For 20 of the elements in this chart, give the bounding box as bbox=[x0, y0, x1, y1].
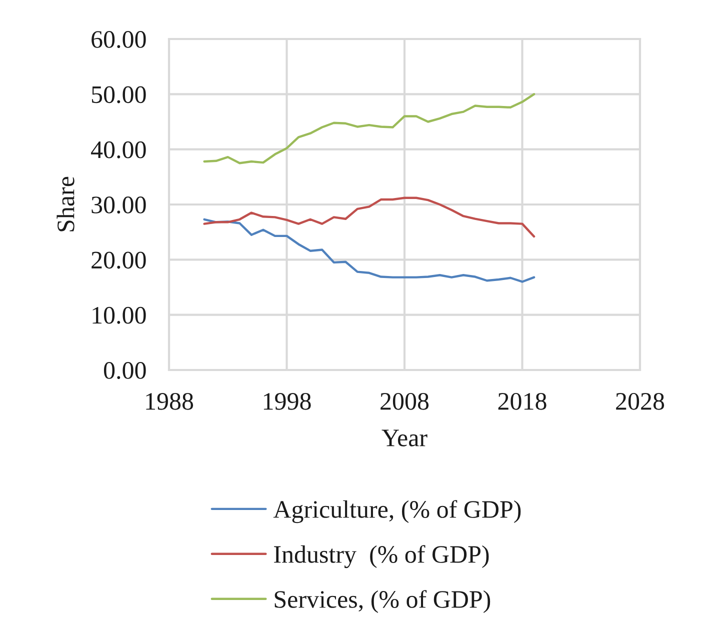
line-series bbox=[203, 196, 536, 238]
x-tick-label: 2028 bbox=[616, 392, 664, 410]
x-tick-label: 2018 bbox=[498, 392, 546, 410]
line-series bbox=[203, 93, 536, 164]
y-tick-label: 50.00 bbox=[92, 86, 146, 104]
legend-label: Agriculture, (% of GDP) bbox=[273, 500, 521, 524]
y-tick-label: 10.00 bbox=[92, 306, 146, 324]
y-tick-label: 0.00 bbox=[104, 362, 146, 380]
y-axis-title: Share bbox=[56, 176, 74, 232]
x-tick-label: 1988 bbox=[146, 392, 194, 410]
y-tick-label: 40.00 bbox=[91, 141, 146, 158]
x-tick-label: 1998 bbox=[264, 392, 311, 410]
x-axis-title: Year bbox=[382, 430, 428, 446]
legend-label: Industry (% of GDP) bbox=[274, 545, 489, 568]
x-tick-label: 2008 bbox=[380, 392, 429, 410]
legend-label: Services, (% of GDP) bbox=[274, 590, 490, 613]
y-tick-label: 60.00 bbox=[92, 31, 146, 48]
y-tick-label: 20.00 bbox=[92, 252, 146, 269]
y-tick-label: 30.00 bbox=[92, 196, 146, 214]
line-series bbox=[203, 218, 536, 283]
